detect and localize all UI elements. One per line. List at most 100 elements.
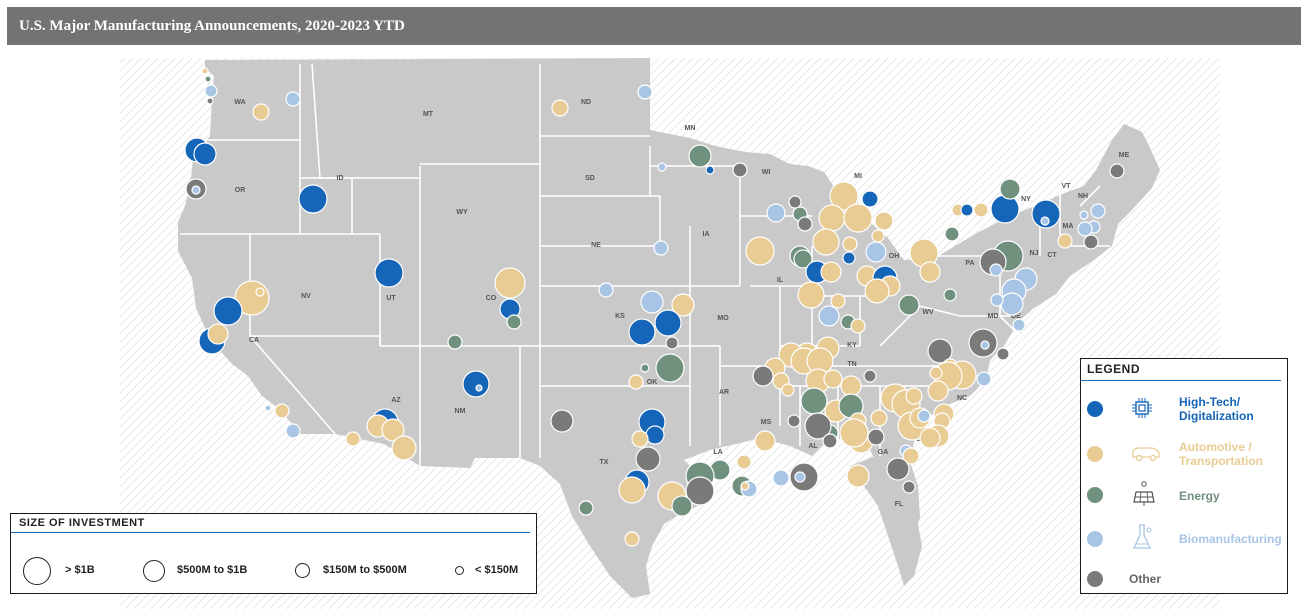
automotive-bubble (631, 430, 649, 448)
other-bubble (863, 369, 877, 383)
other-bubble (886, 457, 910, 481)
state-label-mi: MI (854, 173, 862, 180)
other-bubble (685, 476, 715, 506)
automotive-bubble (207, 323, 229, 345)
biomanufacturing-bubble (285, 423, 301, 439)
automotive-bubble (839, 418, 869, 448)
biomanufacturing-bubble (640, 290, 664, 314)
automotive-bubble (902, 447, 920, 465)
biomanufacturing-bubble (772, 469, 790, 487)
automotive-bubble (905, 387, 923, 405)
automotive-bubble (754, 430, 776, 452)
state-label-or: OR (235, 187, 246, 194)
investment-bubbles (184, 67, 1125, 547)
state-label-pa: PA (965, 260, 974, 267)
high-tech-bubble (374, 258, 404, 288)
high-tech-bubble (1031, 199, 1061, 229)
high-tech-bubble (861, 190, 879, 208)
state-label-az: AZ (391, 397, 401, 404)
biomanufacturing-bubble (1000, 292, 1024, 316)
size-legend: SIZE OF INVESTMENT > $1B $500M to $1B $1… (10, 513, 537, 594)
state-label-ms: MS (761, 419, 772, 426)
map-title: U.S. Major Manufacturing Announcements, … (7, 7, 1301, 45)
automotive-bubble (919, 261, 941, 283)
biomanufacturing-bubble (1090, 203, 1106, 219)
high-tech-bubble (462, 370, 490, 398)
state-label-ct: CT (1047, 252, 1057, 259)
biomanufacturing-bubble (657, 162, 667, 172)
biomanufacturing-bubble (980, 340, 990, 350)
other-label: Other (1129, 572, 1162, 586)
state-label-nj: NJ (1030, 250, 1039, 257)
high-tech-bubble (193, 142, 217, 166)
automotive-bubble (840, 375, 862, 397)
state-label-il: IL (777, 277, 784, 284)
other-dot (1087, 571, 1103, 587)
automotive-bubble (846, 464, 870, 488)
size-circle-tiny (455, 566, 464, 575)
biomanufacturing-dot (1087, 531, 1103, 547)
state-label-vt: VT (1062, 183, 1072, 190)
automotive-bubble (618, 476, 646, 504)
car-icon (1132, 447, 1160, 462)
energy-dot (1087, 487, 1103, 503)
state-border (250, 335, 381, 346)
state-label-fl: FL (895, 501, 904, 508)
automotive-bubble (624, 531, 640, 547)
legend-item-other: Other (1081, 559, 1289, 599)
biomanufacturing-bubble (285, 91, 301, 107)
size-label-under-150m: < $150M (475, 564, 519, 576)
other-bubble (797, 216, 813, 232)
high-tech-bubble (654, 309, 682, 337)
automotive-bubble (628, 374, 644, 390)
state-label-co: CO (486, 295, 497, 302)
automotive-bubble (781, 383, 795, 397)
size-label-500m-1b: $500M to $1B (177, 564, 248, 576)
legend-panel: LEGEND High-Tech/ Digitalization Automot… (1080, 358, 1288, 594)
state-label-wa: WA (234, 99, 245, 106)
high-tech-bubble (705, 165, 715, 175)
energy-bubble (793, 249, 813, 269)
energy-bubble (640, 363, 650, 373)
state-label-ky: KY (847, 342, 857, 349)
other-bubble (804, 412, 832, 440)
state-label-nc: NC (957, 395, 967, 402)
automotive-bubble (842, 236, 858, 252)
size-circle-large (23, 557, 51, 585)
automotive-bubble (874, 211, 894, 231)
state-label-oh: OH (889, 253, 900, 260)
automotive-bubble (797, 281, 825, 309)
state-borders (180, 63, 1110, 466)
automotive-bubble (252, 103, 270, 121)
energy-bubble (447, 334, 463, 350)
solar-panel-icon (1133, 481, 1155, 506)
biomanufacturing-bubble (989, 263, 1003, 277)
automotive-bubble (201, 67, 209, 75)
biomanufacturing-bubble (653, 240, 669, 256)
biomanufacturing-bubble (818, 305, 840, 327)
biomanufacturing-bubble (475, 384, 483, 392)
biomanufacturing-bubble (598, 282, 614, 298)
state-label-ne: NE (591, 242, 601, 249)
size-label-over-1b: > $1B (65, 564, 95, 576)
biomanufacturing-bubble (976, 371, 992, 387)
automotive-label: Automotive / Transportation (1179, 440, 1264, 468)
state-label-mt: MT (423, 111, 434, 118)
other-bubble (732, 162, 748, 178)
state-label-md: MD (988, 313, 999, 320)
high-tech-bubble (960, 203, 974, 217)
automotive-bubble (381, 418, 405, 442)
biomanufacturing-bubble (637, 84, 653, 100)
automotive-bubble (870, 409, 888, 427)
automotive-bubble (843, 203, 873, 233)
high-tech-dot (1087, 401, 1103, 417)
state-label-ks: KS (615, 313, 625, 320)
high-tech-label: High-Tech/ Digitalization (1179, 395, 1254, 423)
energy-bubble (655, 353, 685, 383)
other-bubble (927, 338, 953, 364)
biomanufacturing-bubble (191, 185, 201, 195)
other-bubble (788, 195, 802, 209)
size-legend-title: SIZE OF INVESTMENT (11, 514, 530, 533)
state-label-id: ID (337, 175, 344, 182)
automotive-bubble (345, 431, 361, 447)
